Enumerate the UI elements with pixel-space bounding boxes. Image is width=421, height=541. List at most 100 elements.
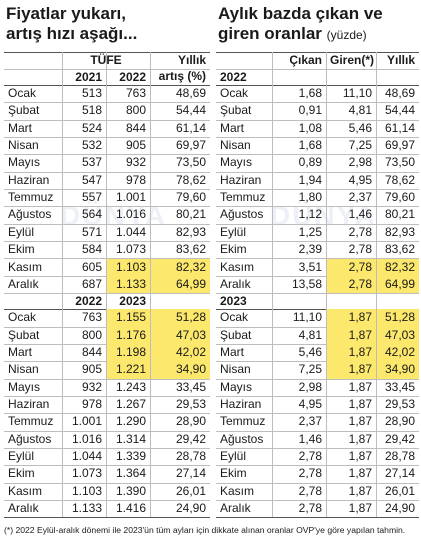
value: 2,78 <box>326 258 376 276</box>
value: 64,99 <box>376 275 419 294</box>
value: 2,78 <box>348 242 372 257</box>
value: 5,46 <box>298 344 322 359</box>
value: 26,01 <box>384 483 415 498</box>
unit: (yüzde) <box>326 28 367 42</box>
value: 28,78 <box>175 449 206 463</box>
value: 2,78 <box>298 501 322 516</box>
value: 51,28 <box>376 309 419 327</box>
rule <box>216 276 419 277</box>
value: 1,87 <box>348 466 372 481</box>
value: 1.044 <box>115 224 146 239</box>
column-header: Yıllık <box>386 53 415 67</box>
rule <box>216 500 419 501</box>
month: Ağustos <box>220 207 264 222</box>
value: 27,14 <box>384 466 415 481</box>
value: 763 <box>81 310 102 325</box>
value: 571 <box>81 224 102 239</box>
rule <box>216 431 419 432</box>
value: 1,94 <box>298 172 322 187</box>
value: 1,87 <box>348 501 372 516</box>
value: 1,87 <box>348 379 372 394</box>
month: Eylül <box>8 449 35 463</box>
rule <box>216 483 419 484</box>
rule <box>376 52 377 294</box>
value: 4,95 <box>348 172 372 187</box>
value: 1.103 <box>106 258 150 276</box>
rule <box>4 154 210 155</box>
value: 82,32 <box>150 258 210 276</box>
month: Mayıs <box>220 379 253 394</box>
value: 513 <box>81 86 102 100</box>
month: Temmuz <box>220 414 266 429</box>
rule <box>216 52 419 53</box>
value: 83,62 <box>175 242 206 257</box>
value: 1.198 <box>106 343 150 362</box>
month: Kasım <box>8 259 43 274</box>
value: 78,62 <box>175 172 206 187</box>
rule <box>216 224 419 225</box>
month: Aralık <box>220 276 251 291</box>
rule <box>4 172 210 173</box>
rule <box>272 293 273 518</box>
value: 1.016 <box>115 207 146 222</box>
value: 2,39 <box>298 242 322 257</box>
value: 800 <box>125 103 146 118</box>
section-label: 2022 <box>220 70 247 84</box>
value: 2,78 <box>298 483 322 498</box>
rule <box>150 293 151 518</box>
value: 34,90 <box>150 361 210 379</box>
value: 73,50 <box>384 155 415 170</box>
rule <box>216 189 419 190</box>
left-title-1: Fiyatlar yukarı, <box>6 4 127 23</box>
rule <box>376 293 377 518</box>
value: 557 <box>81 190 102 205</box>
rule <box>4 396 210 397</box>
month: Mart <box>220 344 244 359</box>
month: Mayıs <box>8 155 41 170</box>
value: 1,68 <box>298 138 322 153</box>
month: Ocak <box>8 86 37 100</box>
rule <box>216 241 419 242</box>
month: Mart <box>220 120 244 135</box>
value: 1.073 <box>71 466 102 481</box>
value: 26,01 <box>175 483 206 498</box>
month: Temmuz <box>8 190 54 205</box>
rule <box>4 120 210 121</box>
rule <box>216 327 419 328</box>
value: 4,81 <box>298 327 322 342</box>
rule <box>4 206 210 207</box>
value: 2,78 <box>326 275 376 294</box>
month: Ağustos <box>8 207 52 222</box>
value: 1.133 <box>106 275 150 294</box>
rule <box>216 309 419 311</box>
rule <box>216 120 419 121</box>
value: 28,90 <box>384 414 415 429</box>
rule <box>272 52 273 294</box>
rule <box>216 102 419 103</box>
value: 47,03 <box>376 326 419 344</box>
value: 13,58 <box>291 276 322 291</box>
value: 1.016 <box>71 431 102 446</box>
value: 1,80 <box>298 190 322 205</box>
value: 1,46 <box>298 431 322 446</box>
month: Ocak <box>220 86 249 100</box>
right-title-1: Aylık bazda çıkan ve <box>218 4 383 23</box>
value: 48,69 <box>175 86 206 100</box>
rule <box>216 172 419 173</box>
month: Kasım <box>8 483 43 498</box>
rule <box>62 293 63 518</box>
value: 3,51 <box>298 259 322 274</box>
value: 1,87 <box>348 483 372 498</box>
watermark: DÜNYA <box>270 200 377 231</box>
value: 5,46 <box>348 120 372 135</box>
month: Şubat <box>220 103 252 118</box>
month: Kasım <box>220 259 255 274</box>
value: 687 <box>81 276 102 291</box>
value: 2,37 <box>298 414 322 429</box>
value: 79,60 <box>384 190 415 205</box>
value: 54,44 <box>384 103 415 118</box>
rule <box>4 224 210 225</box>
value: 61,14 <box>384 120 415 135</box>
value: 0,89 <box>298 155 322 170</box>
rule <box>326 52 327 294</box>
